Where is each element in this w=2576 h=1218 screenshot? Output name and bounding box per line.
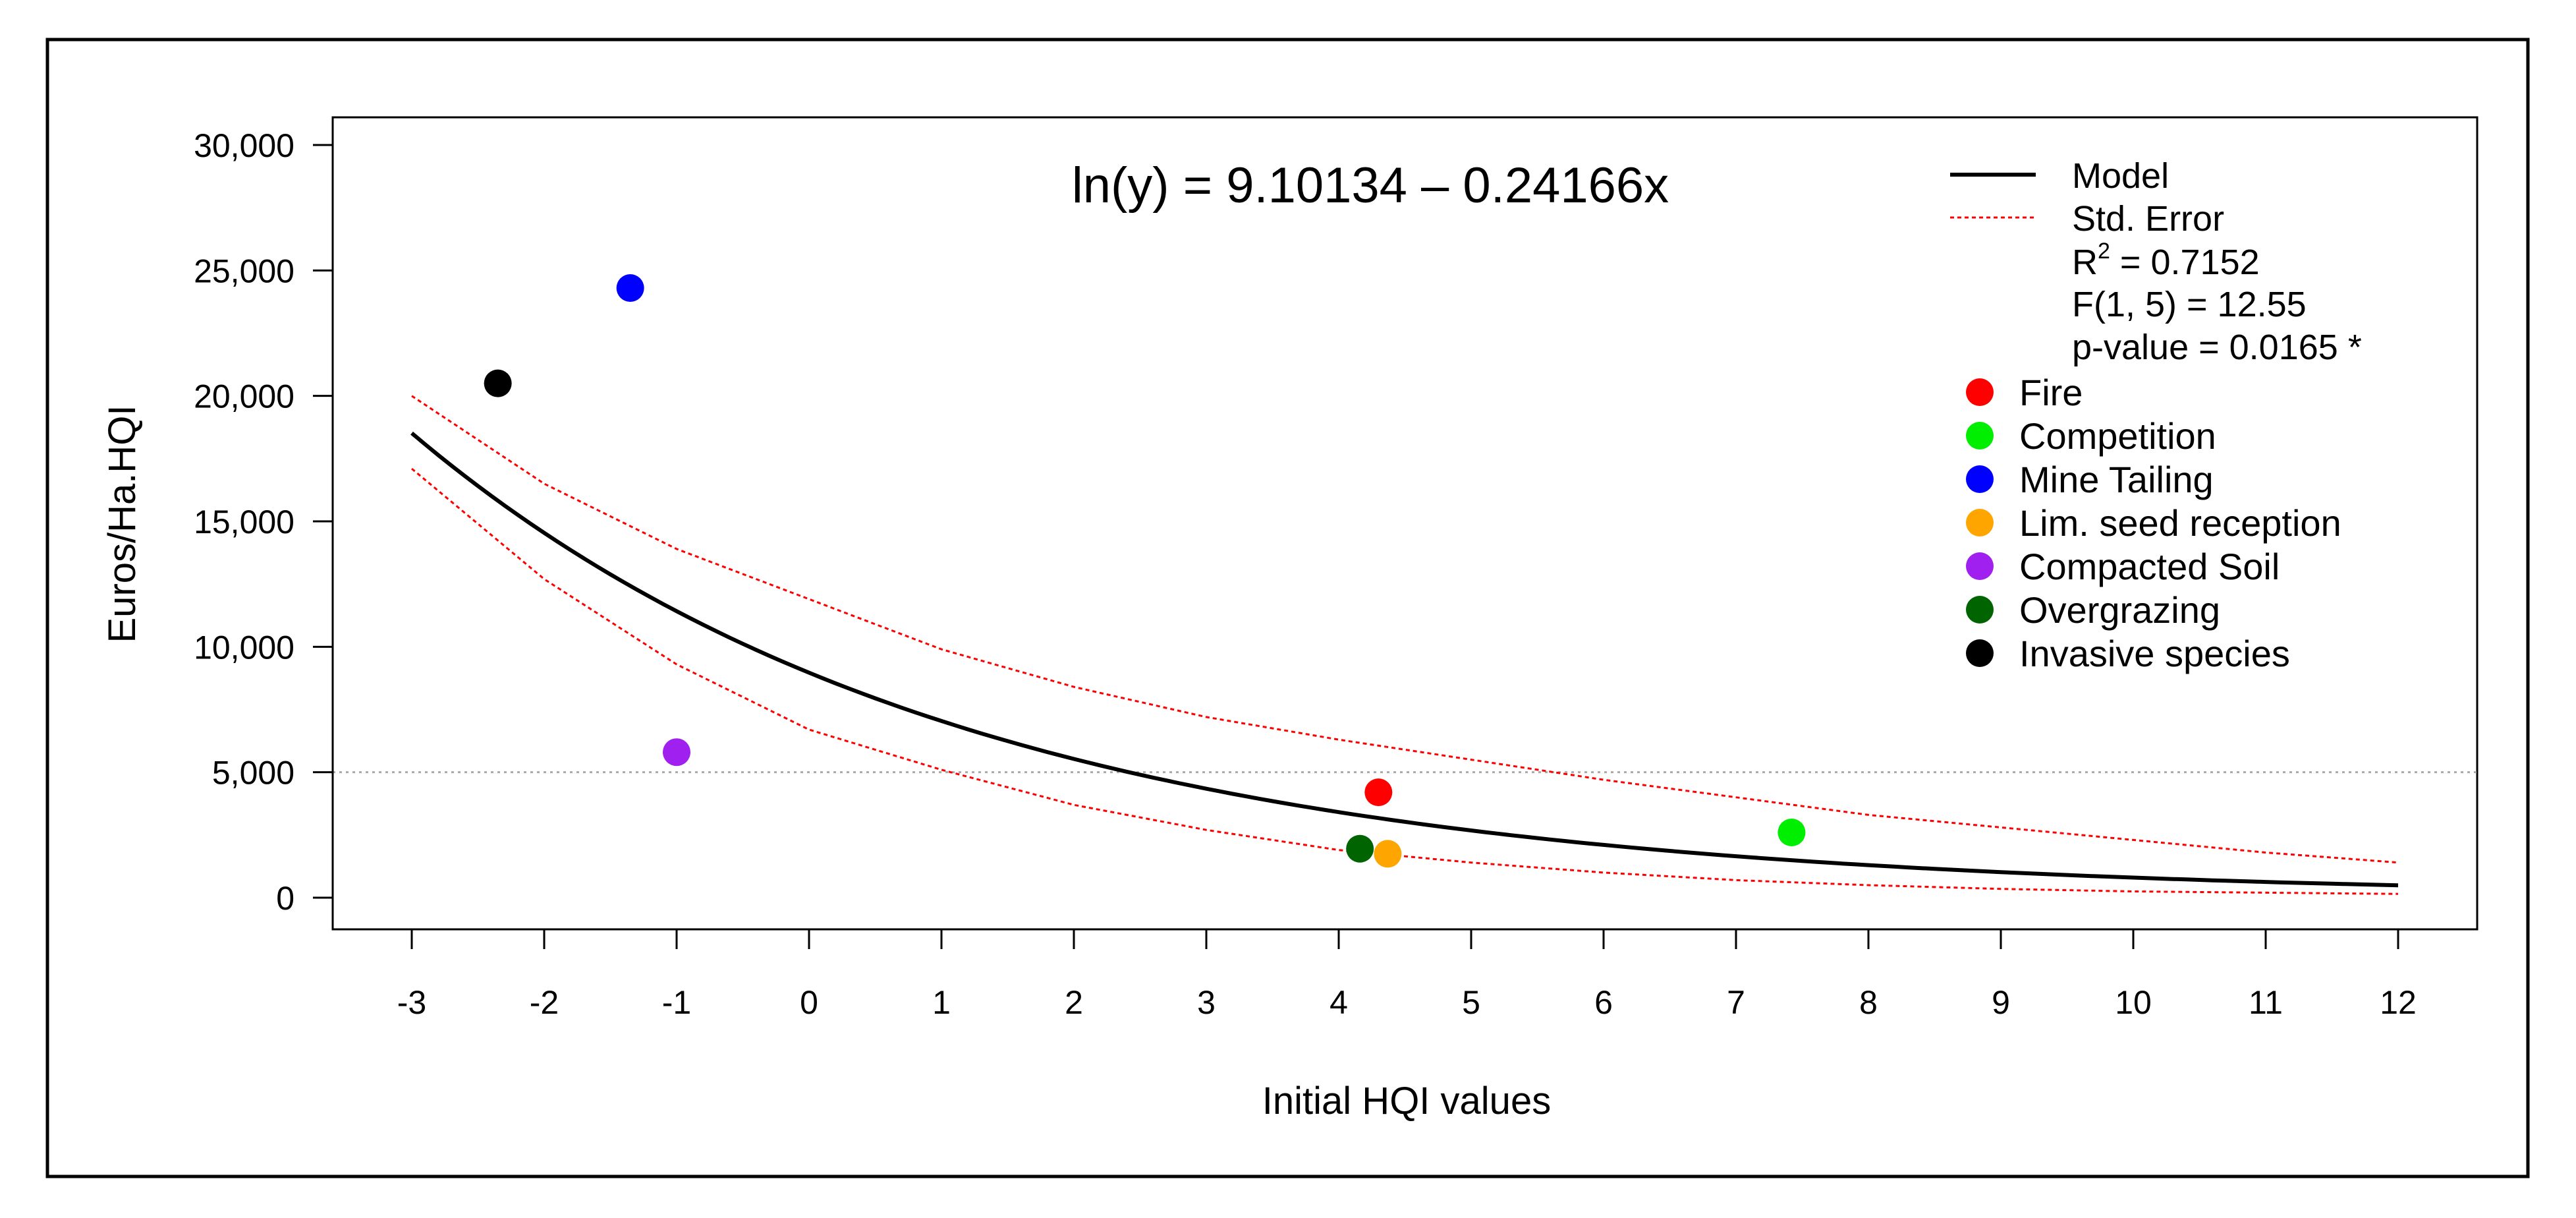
legend-r2: R2 = 0.7152 [2072, 239, 2260, 282]
legend-label-fire: Fire [2019, 372, 2083, 413]
x-tick-label: 12 [2380, 984, 2417, 1021]
data-point-competition [1778, 819, 1806, 847]
y-tick-label: 10,000 [194, 629, 294, 666]
legend-model-label: Model [2072, 156, 2169, 196]
legend-marker-overgrazing [1966, 596, 1994, 624]
y-tick-label: 15,000 [194, 504, 294, 540]
x-tick-label: 10 [2115, 984, 2152, 1021]
x-tick-label: 9 [1992, 984, 2010, 1021]
x-tick-label: 6 [1594, 984, 1613, 1021]
legend-marker-competition [1966, 422, 1994, 450]
legend-label-compacted-soil: Compacted Soil [2019, 546, 2280, 587]
data-point-compacted-soil [663, 738, 690, 767]
x-tick-label: 0 [800, 984, 818, 1021]
y-tick-label: 5,000 [212, 755, 294, 792]
x-tick-label: 1 [932, 984, 951, 1021]
legend-marker-lim-seed-reception [1966, 509, 1994, 536]
legend: Model Std. Error R2 = 0.7152 F(1, 5) = 1… [1950, 156, 2362, 674]
data-point-overgrazing [1346, 834, 1374, 863]
equation-label: ln(y) = 9.10134 – 0.24166x [1072, 158, 1669, 214]
x-tick-label: -1 [662, 984, 691, 1021]
model-line [410, 431, 2399, 888]
legend-label-competition: Competition [2019, 415, 2216, 457]
x-tick-label: -3 [397, 984, 426, 1021]
legend-marker-mine-tailing [1966, 465, 1994, 493]
data-point-fire [1364, 778, 1393, 807]
x-tick-label: 8 [1859, 984, 1878, 1021]
x-tick-label: 5 [1462, 984, 1480, 1021]
legend-label-mine-tailing: Mine Tailing [2019, 459, 2214, 500]
x-tick-label: -2 [530, 984, 559, 1021]
legend-stderr-label: Std. Error [2072, 199, 2224, 239]
data-point-lim-seed-reception [1374, 840, 1402, 868]
legend-f-stat: F(1, 5) = 12.55 [2072, 285, 2307, 324]
legend-marker-compacted-soil [1966, 552, 1994, 580]
legend-label-overgrazing: Overgrazing [2019, 589, 2220, 631]
x-axis-title: Initial HQI values [1262, 1080, 1551, 1122]
legend-p-value: p-value = 0.0165 * [2072, 328, 2362, 367]
data-point-mine-tailing [616, 274, 644, 302]
figure-frame [45, 38, 2530, 1178]
x-tick-label: 11 [2249, 984, 2283, 1021]
legend-marker-invasive-species [1966, 639, 1994, 667]
y-tick-label: 25,000 [194, 252, 294, 289]
x-tick-label: 2 [1065, 984, 1083, 1021]
x-tick-label: 3 [1197, 984, 1216, 1021]
legend-label-invasive-species: Invasive species [2019, 633, 2290, 674]
legend-label-lim-seed-reception: Lim. seed reception [2019, 502, 2341, 544]
std-error-upper-line [411, 395, 2399, 864]
x-tick-label: 4 [1330, 984, 1348, 1021]
y-axis-title: Euros/Ha.HQI [101, 405, 144, 643]
std-error-lower-line [411, 467, 2399, 895]
y-tick-label: 0 [276, 880, 294, 917]
y-tick-label: 20,000 [194, 378, 294, 415]
legend-marker-fire [1966, 378, 1994, 406]
y-tick-label: 30,000 [194, 127, 294, 164]
x-tick-label: 7 [1727, 984, 1745, 1021]
data-point-invasive-species [484, 369, 512, 397]
